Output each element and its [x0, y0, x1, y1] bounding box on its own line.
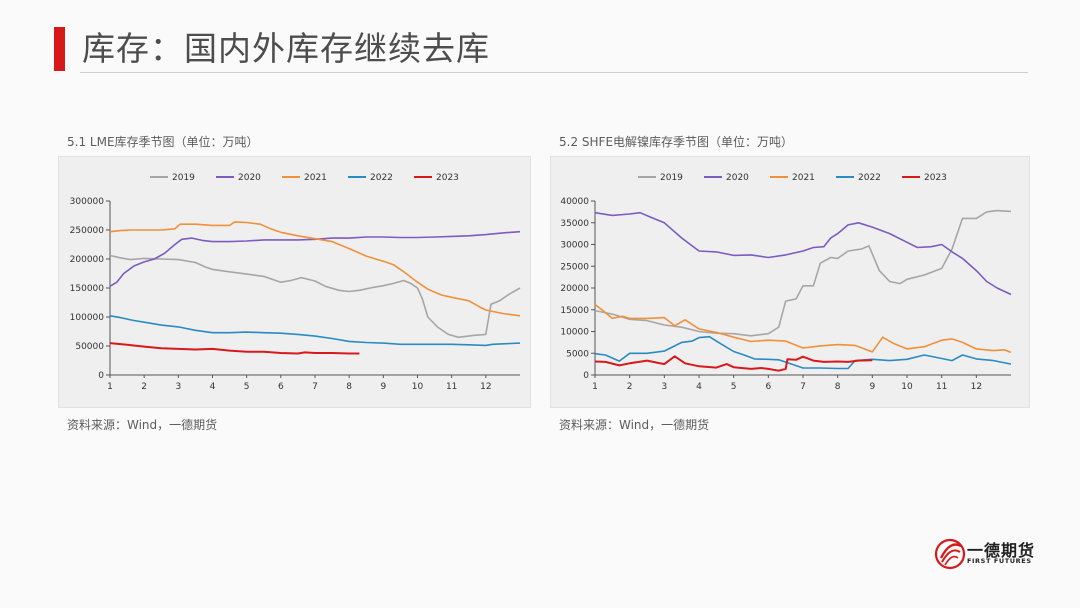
x-tick-label: 10 — [412, 382, 424, 392]
legend-label-2023: 2023 — [436, 173, 459, 183]
legend-item-2022: 2022 — [348, 173, 393, 183]
chart-shfe-container: 0 5000 10000 15000 20000 25000 30000 35000 40000… — [550, 156, 1030, 408]
x-tick-label: 5 — [731, 382, 737, 392]
x-tick-label: 4 — [210, 382, 216, 392]
chart-lme-container: 0 50000 100000 150000 200000 250000 300000 1 2 3 4… — [58, 156, 531, 408]
series-line-2019 — [109, 254, 521, 339]
y-tick-label: 15000 — [560, 306, 589, 316]
chart-shfe: 0 5000 10000 15000 20000 25000 30000 35000 40000… — [560, 173, 1012, 392]
legend-item-2021: 2021 — [770, 173, 815, 183]
series-line-2021 — [594, 303, 1012, 354]
legend-item-2019: 2019 — [638, 173, 683, 183]
series-line-2021 — [109, 221, 521, 317]
y-tick-label: 5000 — [566, 349, 589, 359]
chart-source-lme: 资料来源：Wind，一德期货 — [67, 418, 218, 432]
series-line-2020 — [109, 230, 521, 287]
x-tick-label: 9 — [869, 382, 875, 392]
x-tick-label: 11 — [446, 382, 457, 392]
x-tick-label: 11 — [936, 382, 947, 392]
x-tick-label: 5 — [244, 382, 250, 392]
x-tick-label: 4 — [696, 382, 702, 392]
y-tick-label: 0 — [98, 371, 104, 381]
chart-source-shfe: 资料来源：Wind，一德期货 — [559, 418, 710, 432]
y-tick-label: 40000 — [560, 197, 589, 207]
legend-item-2023: 2023 — [902, 173, 947, 183]
logo-text: 一德期货 — [967, 541, 1036, 560]
legend-label-2020: 2020 — [726, 173, 749, 183]
legend-label-2020: 2020 — [238, 173, 261, 183]
y-tick-label: 100000 — [70, 313, 105, 323]
legend-label-2021: 2021 — [792, 173, 815, 183]
x-tick-label: 8 — [835, 382, 841, 392]
series-line-2022 — [594, 335, 1012, 370]
legend-label-2019: 2019 — [172, 173, 195, 183]
title-divider — [80, 72, 1028, 73]
x-tick-label: 7 — [312, 382, 318, 392]
x-tick-label: 1 — [107, 382, 113, 392]
series-line-2023 — [594, 355, 873, 372]
legend-label-2019: 2019 — [660, 173, 683, 183]
y-tick-label: 35000 — [560, 219, 589, 229]
x-tick-label: 2 — [141, 382, 147, 392]
logo-subtext: FIRST FUTURES — [967, 557, 1032, 565]
x-tick-label: 3 — [175, 382, 181, 392]
x-tick-label: 1 — [592, 382, 598, 392]
x-tick-label: 12 — [480, 382, 491, 392]
y-tick-label: 30000 — [560, 241, 589, 251]
chart-title-shfe: 5.2 SHFE电解镍库存季节图（单位：万吨） — [559, 135, 794, 149]
series-line-2019 — [594, 209, 1012, 337]
legend-item-2019: 2019 — [150, 173, 195, 183]
series-line-2023 — [109, 342, 360, 355]
page-title: 库存：国内外库存继续去库 — [82, 29, 490, 68]
legend-item-2022: 2022 — [836, 173, 881, 183]
legend-label-2022: 2022 — [858, 173, 881, 183]
legend-item-2021: 2021 — [282, 173, 327, 183]
x-tick-label: 6 — [278, 382, 284, 392]
legend-label-2022: 2022 — [370, 173, 393, 183]
chart-title-lme: 5.1 LME库存季节图（单位：万吨） — [67, 135, 259, 149]
y-tick-label: 20000 — [560, 284, 589, 294]
y-tick-label: 25000 — [560, 262, 589, 272]
x-tick-label: 6 — [765, 382, 771, 392]
title-accent-bar — [54, 27, 65, 71]
y-tick-label: 10000 — [560, 328, 589, 338]
x-tick-label: 2 — [627, 382, 633, 392]
x-tick-label: 10 — [901, 382, 913, 392]
y-tick-label: 0 — [583, 371, 589, 381]
legend-label-2023: 2023 — [924, 173, 947, 183]
y-tick-label: 50000 — [75, 342, 104, 352]
legend-item-2020: 2020 — [216, 173, 261, 183]
y-tick-label: 150000 — [70, 284, 105, 294]
x-tick-label: 12 — [971, 382, 982, 392]
company-logo-icon — [934, 538, 966, 570]
series-line-2020 — [594, 211, 1012, 296]
legend-item-2020: 2020 — [704, 173, 749, 183]
x-tick-label: 7 — [800, 382, 806, 392]
legend-label-2021: 2021 — [304, 173, 327, 183]
legend-item-2023: 2023 — [414, 173, 459, 183]
x-tick-label: 9 — [380, 382, 386, 392]
series-line-2022 — [109, 315, 521, 347]
y-tick-label: 300000 — [70, 197, 105, 207]
x-tick-label: 3 — [661, 382, 667, 392]
x-tick-label: 8 — [346, 382, 352, 392]
y-tick-label: 200000 — [70, 255, 105, 265]
y-tick-label: 250000 — [70, 226, 105, 236]
